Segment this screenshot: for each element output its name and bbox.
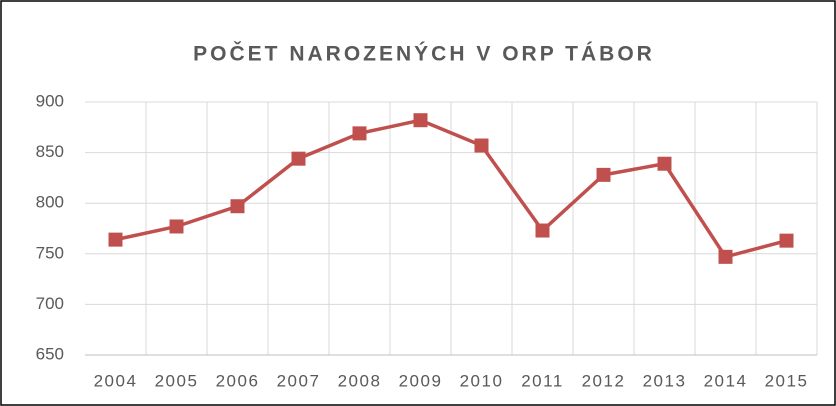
- marker: [718, 249, 733, 264]
- x-tick-label: 2007: [277, 371, 321, 390]
- marker: [230, 199, 245, 214]
- y-tick-label: 850: [36, 142, 64, 161]
- y-tick-label: 800: [36, 193, 64, 212]
- x-tick-label: 2008: [338, 371, 382, 390]
- x-tick-label: 2005: [155, 371, 199, 390]
- marker: [108, 232, 123, 247]
- x-tick-label: 2015: [765, 371, 809, 390]
- x-tick-label: 2014: [704, 371, 748, 390]
- x-tick-label: 2012: [582, 371, 626, 390]
- marker: [596, 167, 611, 182]
- x-tick-label: 2006: [216, 371, 260, 390]
- y-tick-label: 700: [36, 294, 64, 313]
- x-tick-label: 2009: [399, 371, 443, 390]
- y-tick-label: 650: [36, 344, 64, 363]
- x-tick-label: 2011: [521, 371, 564, 390]
- marker: [291, 151, 306, 166]
- marker: [779, 233, 794, 248]
- y-tick-label: 750: [36, 243, 64, 262]
- x-tick-label: 2010: [460, 371, 504, 390]
- marker: [474, 138, 489, 153]
- marker: [413, 113, 428, 128]
- y-tick-label: 900: [36, 91, 64, 110]
- marker: [535, 223, 550, 238]
- line: [115, 118, 787, 259]
- marker: [169, 219, 184, 234]
- x-tick-label: 2004: [94, 371, 138, 390]
- x-tick-label: 2013: [643, 371, 687, 390]
- marker: [352, 126, 367, 141]
- marker: [657, 156, 672, 171]
- chart-title: POČET NAROZENÝCH V ORP TÁBOR: [193, 42, 655, 66]
